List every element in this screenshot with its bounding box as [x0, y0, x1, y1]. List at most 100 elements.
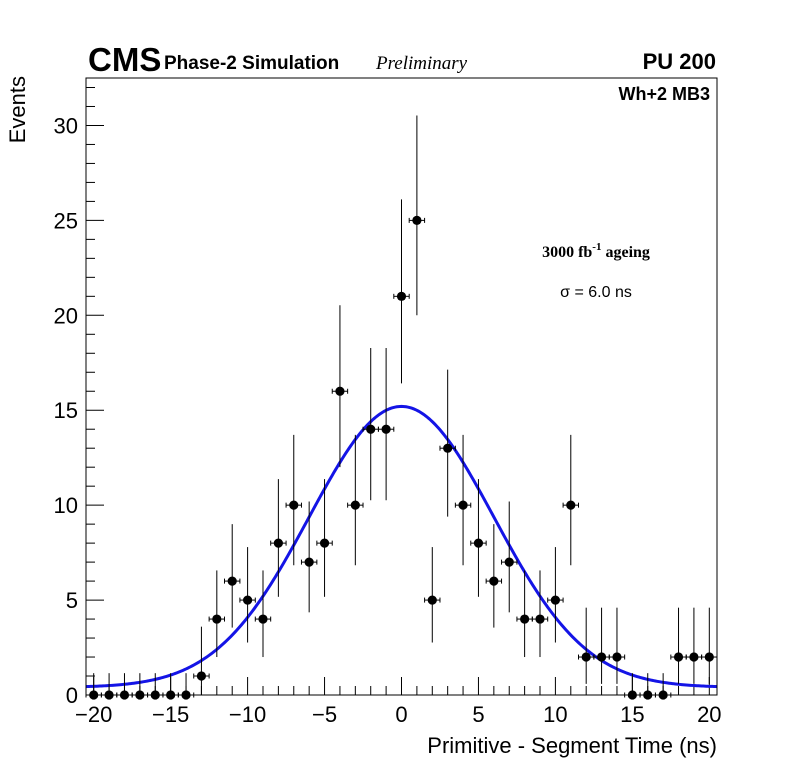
data-point — [177, 673, 195, 700]
data-point — [347, 434, 364, 566]
data-point — [654, 673, 672, 700]
data-point — [562, 434, 579, 566]
data-point — [685, 607, 703, 684]
data-point — [577, 607, 595, 684]
data-marker — [258, 614, 268, 624]
y-tick-label: 10 — [54, 493, 78, 518]
pileup-label: PU 200 — [643, 49, 716, 74]
x-tick-label: −15 — [152, 702, 189, 727]
data-point — [393, 199, 410, 384]
data-marker — [689, 652, 699, 662]
data-marker — [196, 671, 207, 681]
data-marker — [273, 538, 283, 548]
x-tick-label: 15 — [620, 702, 644, 727]
y-tick-label: 25 — [54, 208, 78, 233]
data-marker — [319, 538, 330, 548]
fit-curve — [85, 404, 718, 689]
y-tick-label: 5 — [66, 588, 78, 613]
data-point — [593, 607, 610, 684]
data-point — [131, 673, 149, 700]
data-marker — [335, 386, 345, 396]
ageing-superscript: -1 — [592, 241, 601, 253]
y-tick-label: 15 — [54, 398, 78, 423]
data-point — [224, 524, 241, 628]
data-point — [254, 570, 272, 658]
y-axis-title: Events — [5, 76, 30, 143]
x-tick-label: 5 — [472, 702, 484, 727]
station-label: Wh+2 MB3 — [618, 84, 710, 104]
data-marker — [227, 576, 237, 586]
x-tick-label: 20 — [697, 702, 721, 727]
sigma-label: σ = 6.0 ns — [560, 284, 632, 301]
data-marker — [581, 652, 591, 662]
data-marker — [366, 424, 376, 434]
data-marker — [550, 595, 561, 605]
experiment-label: CMS — [88, 41, 161, 78]
data-point — [316, 479, 333, 597]
y-tick-label: 20 — [54, 303, 78, 328]
data-point — [501, 501, 518, 613]
data-point — [193, 626, 210, 695]
data-point — [362, 348, 379, 501]
data-point — [439, 369, 456, 517]
data-point — [531, 570, 549, 658]
data-point — [547, 547, 564, 643]
data-marker — [704, 652, 714, 662]
fit-layer — [85, 404, 718, 689]
data-point — [270, 479, 287, 597]
data-marker — [596, 652, 607, 662]
data-marker — [427, 595, 437, 605]
ageing-prefix: 3000 fb — [542, 244, 592, 261]
y-tick-label: 0 — [66, 683, 78, 708]
x-tick-label: 0 — [395, 702, 407, 727]
data-point — [485, 524, 503, 628]
data-marker — [350, 500, 360, 510]
data-marker — [566, 500, 576, 510]
data-marker — [520, 614, 530, 624]
data-point — [300, 501, 318, 613]
data-point — [424, 547, 441, 643]
data-marker — [443, 443, 453, 453]
data-point — [670, 607, 687, 684]
x-tick-label: −5 — [312, 702, 337, 727]
data-marker — [412, 215, 422, 225]
x-tick-label: 10 — [543, 702, 567, 727]
data-point — [608, 607, 626, 684]
data-points — [85, 115, 718, 700]
data-marker — [489, 576, 499, 586]
data-point — [239, 547, 256, 643]
axes: −20 −15 −10 −5 0 5 10 15 20 0 5 10 15 20 25 30 — [54, 86, 722, 727]
data-point — [285, 434, 302, 566]
data-marker — [242, 595, 253, 605]
data-marker — [473, 538, 484, 548]
plot-frame — [85, 77, 718, 696]
preliminary-label: Preliminary — [375, 53, 468, 74]
data-point — [470, 479, 487, 597]
data-marker — [612, 652, 622, 662]
ageing-suffix: ageing — [601, 244, 649, 261]
ageing-label: 3000 fb-1 ageing — [542, 241, 650, 261]
data-point — [208, 570, 226, 658]
data-marker — [504, 557, 514, 567]
x-tick-label: −10 — [229, 702, 266, 727]
x-axis-title: Primitive - Segment Time (ns) — [427, 733, 717, 758]
x-tick-label: −20 — [75, 702, 112, 727]
data-marker — [396, 291, 407, 301]
data-point — [701, 607, 718, 684]
data-point — [408, 115, 426, 316]
data-marker — [673, 652, 684, 662]
data-point — [331, 305, 349, 468]
data-marker — [381, 424, 391, 434]
data-point — [516, 570, 533, 658]
data-marker — [289, 500, 299, 510]
status-label: Phase-2 Simulation — [164, 53, 339, 74]
data-marker — [458, 500, 468, 510]
data-point — [454, 434, 472, 566]
data-point — [377, 348, 395, 501]
data-marker — [535, 614, 545, 624]
data-point — [116, 673, 133, 700]
y-tick-label: 30 — [54, 113, 78, 138]
data-marker — [304, 557, 314, 567]
data-marker — [212, 614, 222, 624]
